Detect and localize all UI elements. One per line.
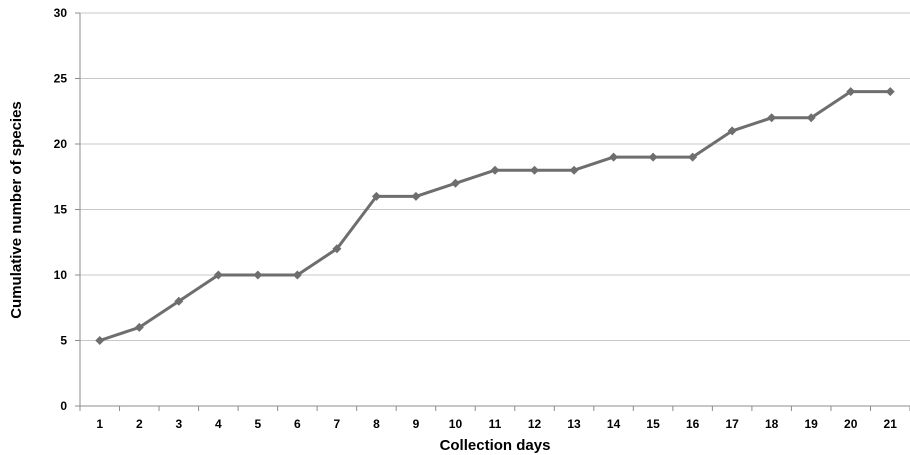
data-point [767,113,777,123]
x-axis-title: Collection days [440,437,551,454]
y-tick-labels: 0 5 10 15 20 25 30 [54,6,68,413]
y-tick-label: 30 [54,6,68,20]
y-tick-label: 10 [54,268,68,282]
gridlines [80,12,910,341]
data-point [450,178,460,188]
x-tick-label: 16 [686,417,700,431]
data-point [213,270,223,280]
x-tick-label: 7 [334,417,341,431]
y-axis-title: Cumulative number of species [8,101,25,319]
x-tick-label: 19 [805,417,819,431]
data-point [648,152,658,162]
y-tick-label: 5 [60,334,67,348]
data-point [371,191,381,201]
data-point [411,191,421,201]
axes [75,12,910,411]
x-tick-label: 20 [844,417,858,431]
data-point [490,165,500,175]
x-tick-label: 13 [567,417,581,431]
x-tick-label: 3 [175,417,182,431]
data-point [885,87,895,97]
data-point [174,296,184,306]
x-tick-label: 4 [215,417,222,431]
x-tick-label: 15 [646,417,660,431]
x-tick-label: 6 [294,417,301,431]
data-point [134,322,144,332]
series [95,87,895,345]
data-point [688,152,698,162]
data-point [609,152,619,162]
data-point [332,244,342,254]
data-point [292,270,302,280]
x-tick-label: 1 [96,417,103,431]
x-tick-label: 5 [255,417,262,431]
x-tick-label: 14 [607,417,621,431]
x-tick-label: 17 [725,417,739,431]
y-tick-label: 15 [54,203,68,217]
y-tick-label: 25 [54,72,68,86]
y-tick-label: 20 [54,137,68,151]
x-tick-label: 18 [765,417,779,431]
x-tick-label: 12 [528,417,542,431]
data-point [846,87,856,97]
x-tick-label: 11 [489,417,502,431]
data-point [727,126,737,136]
x-tick-label: 10 [449,417,463,431]
y-tick-label: 0 [60,399,67,413]
x-tick-label: 2 [136,417,143,431]
data-point [253,270,263,280]
x-tick-label: 9 [413,417,420,431]
x-tick-labels: 1 2 3 4 5 6 7 8 9 10 11 12 13 14 15 16 17 18 19 20 21 [96,417,897,431]
data-point [806,113,816,123]
data-point [95,336,105,345]
series-line [98,90,892,342]
data-point [569,165,579,175]
data-point [530,165,540,175]
x-tick-label: 8 [373,417,380,431]
x-tick-label: 21 [884,417,898,431]
